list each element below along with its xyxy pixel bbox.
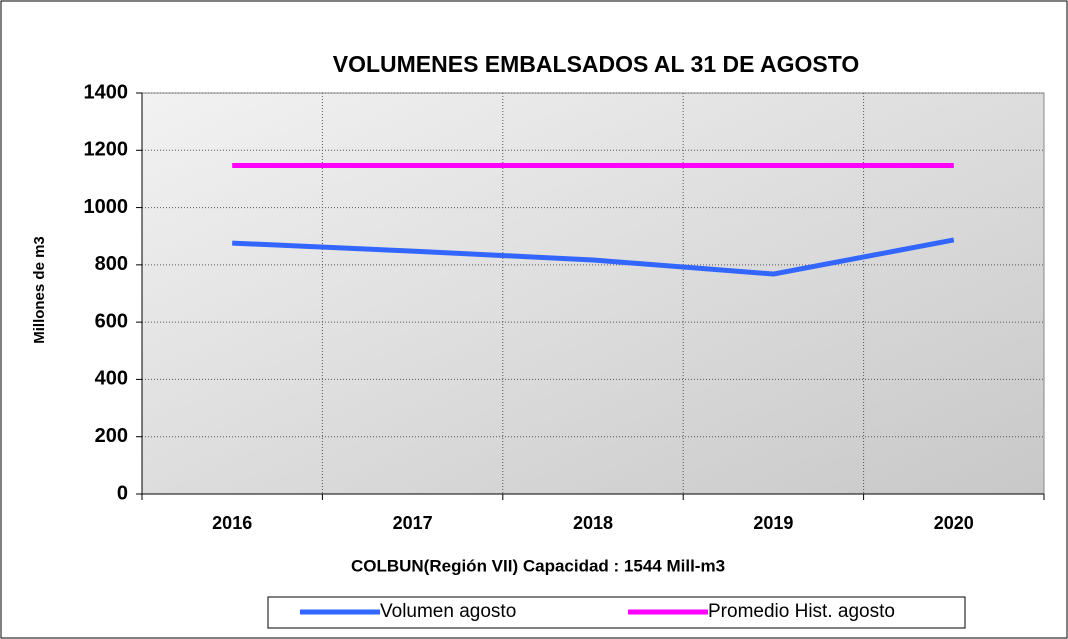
legend-label: Volumen agosto: [380, 601, 516, 622]
x-tick-label: 2016: [212, 513, 252, 533]
x-tick-label: 2020: [934, 513, 974, 533]
x-tick-label: 2018: [573, 513, 613, 533]
plot-area: [141, 92, 1045, 495]
chart-title: VOLUMENES EMBALSADOS AL 31 DE AGOSTO: [333, 51, 860, 77]
y-tick-label: 1200: [84, 139, 129, 161]
legend-label: Promedio Hist. agosto: [708, 601, 895, 622]
y-tick-label: 800: [95, 253, 128, 275]
x-tick-label: 2019: [753, 513, 793, 533]
y-tick-label: 1400: [84, 81, 129, 103]
y-tick-label: 200: [95, 425, 128, 447]
y-tick-label: 600: [95, 310, 128, 332]
x-tick-label: 2017: [393, 513, 433, 533]
series-line: [232, 237, 955, 277]
y-tick-label: 0: [117, 482, 128, 504]
y-tick-label: 400: [95, 368, 128, 390]
legend-box: [267, 596, 966, 629]
y-tick-label: 1000: [84, 196, 129, 218]
x-axis-title: COLBUN(Región VII) Capacidad : 1544 Mill…: [351, 556, 725, 575]
y-axis-title: Millones de m3: [31, 236, 48, 344]
